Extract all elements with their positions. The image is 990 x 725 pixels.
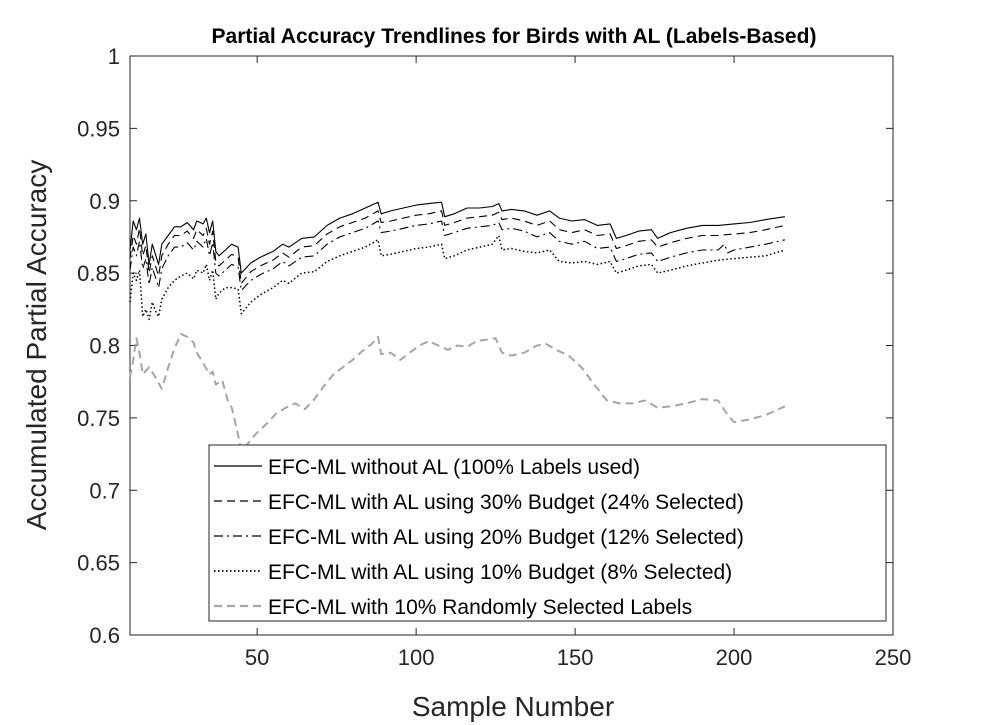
chart-title: Partial Accuracy Trendlines for Birds wi… [212, 25, 817, 48]
y-tick-label: 0.8 [89, 334, 120, 359]
legend: EFC-ML without AL (100% Labels used) EFC-… [208, 444, 887, 622]
series-line-5 [129, 332, 786, 453]
y-tick-label: 0.85 [77, 261, 120, 286]
series-line-1 [129, 201, 785, 274]
x-tick-label: 50 [245, 645, 269, 670]
series-layer [129, 201, 786, 453]
legend-box [208, 444, 887, 622]
series-line-3 [129, 220, 786, 292]
legend-label-4: EFC-ML with AL using 10% Budget (8% Sele… [268, 561, 732, 584]
y-tick-label: 0.7 [89, 478, 120, 503]
x-tick-label: 250 [875, 645, 912, 670]
y-tick-label: 0.95 [77, 116, 120, 141]
x-tick-label: 200 [716, 645, 753, 670]
y-tick-label: 0.75 [77, 406, 120, 431]
y-tick-label: 1 [108, 44, 120, 69]
x-axis-title: Sample Number [412, 691, 614, 722]
y-tick-label: 0.9 [89, 189, 120, 214]
x-tick-label: 150 [557, 645, 594, 670]
y-tick-label: 0.65 [77, 551, 120, 576]
y-axis-ticks: 0.6 0.65 0.7 0.75 0.8 0.85 0.9 0.95 1 [77, 44, 893, 648]
legend-label-5: EFC-ML with 10% Randomly Selected Labels [268, 596, 692, 619]
legend-label-3: EFC-ML with AL using 20% Budget (12% Sel… [268, 526, 744, 549]
y-axis-title: Accumulated Partial Accuracy [21, 160, 52, 530]
x-axis-ticks: 50 100 150 200 250 [245, 56, 911, 670]
series-line-2 [129, 210, 786, 284]
series-line-4 [129, 234, 786, 321]
y-tick-label: 0.6 [89, 623, 120, 648]
legend-label-2: EFC-ML with AL using 30% Budget (24% Sel… [268, 491, 744, 514]
x-tick-label: 100 [398, 645, 435, 670]
legend-label-1: EFC-ML without AL (100% Labels used) [268, 456, 640, 479]
